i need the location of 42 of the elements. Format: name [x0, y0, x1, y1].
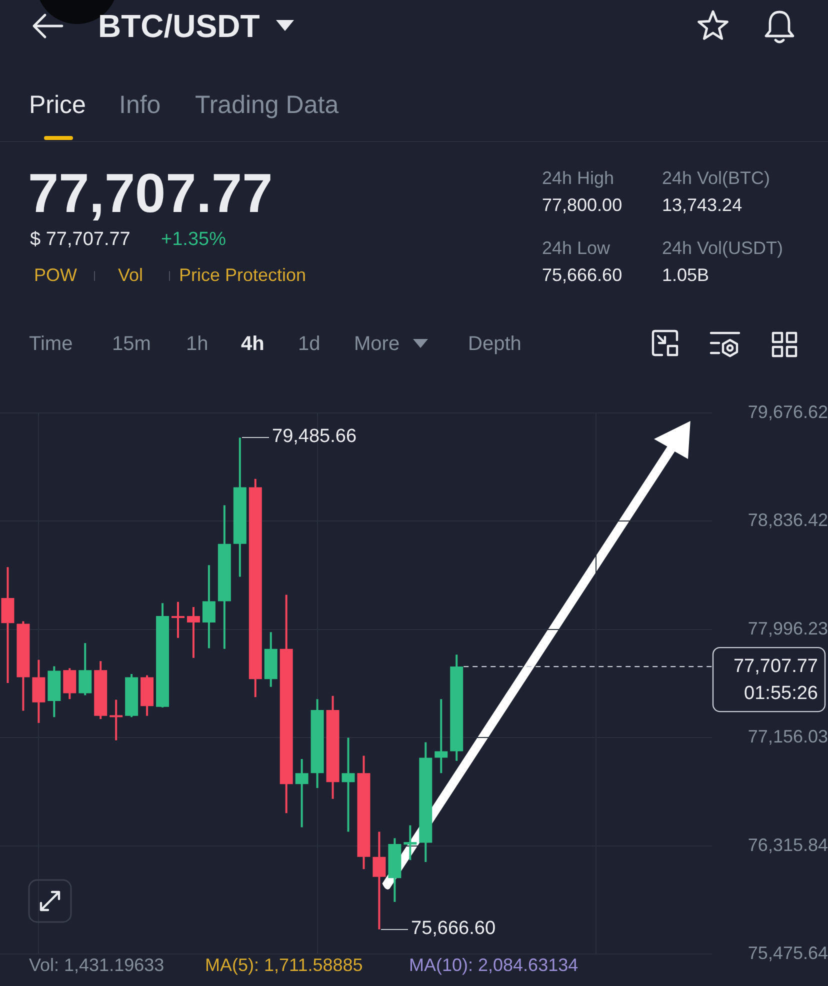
candlestick: [404, 825, 417, 860]
text: $ 77,707.77: [30, 228, 130, 252]
text: 75,666.60: [542, 265, 622, 287]
text: Depth: [468, 332, 522, 356]
text: 4h: [241, 332, 264, 356]
text: 24h Vol(USDT): [662, 238, 784, 260]
text: 24h Vol(BTC): [662, 168, 770, 190]
candlestick: [342, 738, 355, 832]
text: 13,743.24: [662, 195, 742, 217]
text: MA(10): 2,084.63134: [409, 955, 578, 977]
y-tick-label: 79,676.62: [748, 402, 828, 422]
text: More: [354, 332, 400, 356]
annotation: 75,666.60: [411, 918, 496, 941]
text: 1.05B: [662, 265, 710, 287]
text: Trading Data: [195, 90, 339, 120]
y-tick-label: 78,836.42: [748, 510, 828, 530]
text: 77,707.77: [28, 161, 273, 226]
text: +1.35%: [161, 228, 226, 252]
text: 77,800.00: [542, 195, 622, 217]
y-tick-label: 76,315.84: [748, 834, 828, 855]
text: Vol: 1,431.19633: [29, 955, 164, 977]
text: 24h High: [542, 168, 614, 190]
text: 15m: [112, 332, 151, 356]
y-tick-label: 77,156.03: [748, 726, 828, 747]
annotation: 79,485.66: [272, 426, 357, 449]
text: Vol: [118, 265, 144, 287]
text: POW: [34, 265, 77, 287]
y-tick-label: 75,475.64: [748, 942, 828, 963]
candlestick: [110, 700, 123, 740]
candlestick: [434, 699, 448, 774]
chart-title: BTC/USDT: [98, 6, 260, 46]
text: Time: [29, 332, 73, 356]
text: Info: [119, 90, 161, 120]
y-tick-label: 77,996.23: [748, 618, 828, 638]
text: MA(5): 1,711.58885: [205, 955, 363, 977]
text: Price Protection: [179, 265, 306, 287]
text: 1d: [298, 332, 320, 356]
text: 24h Low: [542, 238, 610, 260]
text: 1h: [186, 332, 208, 356]
text: Price: [29, 90, 86, 120]
ref-line-label: 77,707.77 01:55:26: [733, 656, 818, 704]
candlestick: [172, 602, 184, 638]
